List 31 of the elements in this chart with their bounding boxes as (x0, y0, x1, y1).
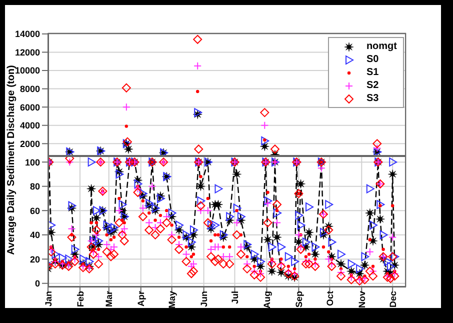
x-tick-label: Aug (262, 291, 272, 308)
y-tick-label: 60 (30, 206, 40, 216)
y-axis-title: Average Daily Sediment Discharge (ton) (6, 65, 17, 255)
y-tick-label: 10000 (14, 66, 40, 76)
y-tick-label: 80 (30, 182, 40, 192)
x-tick-label: Nov (357, 291, 368, 308)
x-tick-label: Jun (199, 291, 210, 308)
x-tick-label: Sep (294, 290, 304, 308)
y-tick-label: 8000 (20, 84, 40, 94)
legend-label: nomgt (366, 41, 397, 52)
x-tick-label: Jan (43, 291, 54, 307)
x-tick-label: Jul (230, 291, 240, 304)
x-tick-label: Dec (388, 291, 398, 308)
y-tick-label: 12000 (14, 47, 40, 58)
x-tick-label: Mar (104, 290, 114, 308)
x-tick-label: May (167, 291, 178, 309)
legend-label: S0 (366, 54, 379, 65)
y-tick-label: 14000 (14, 29, 40, 40)
y-tick-label: 6000 (20, 102, 40, 112)
x-tick-label: Oct (325, 291, 336, 306)
y-tick-label: 0 (34, 278, 40, 289)
legend-label: S3 (366, 93, 379, 104)
y-tick-label: 2000 (20, 138, 40, 149)
legend-label: S1 (366, 67, 379, 78)
x-tick-label: Apr (136, 290, 146, 306)
y-tick-label: 20 (30, 254, 40, 264)
y-tick-label: 4000 (20, 120, 40, 131)
y-tick-label: 100 (24, 157, 40, 168)
x-tick-label: Feb (75, 290, 86, 308)
y-tick-label: 40 (30, 230, 40, 240)
legend-label: S2 (366, 80, 379, 91)
